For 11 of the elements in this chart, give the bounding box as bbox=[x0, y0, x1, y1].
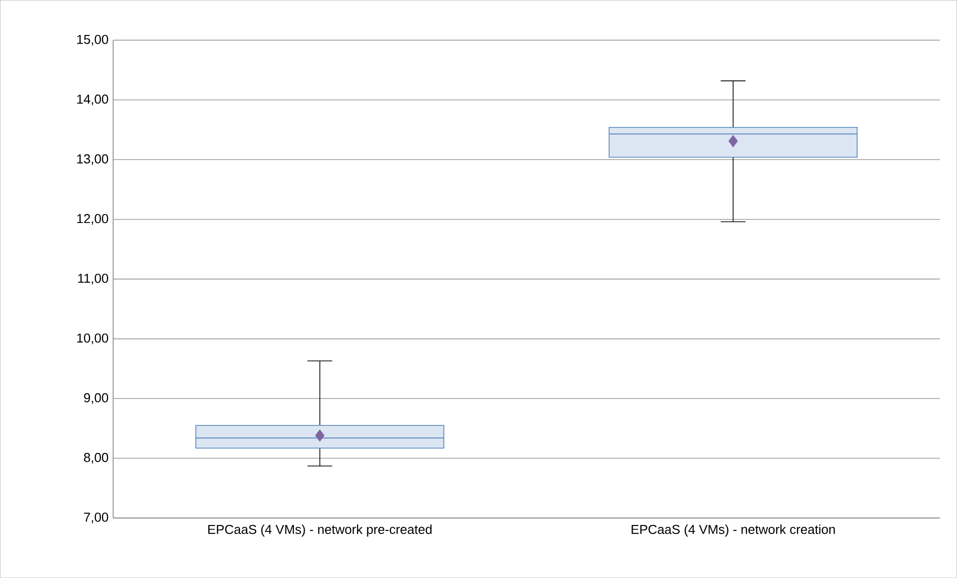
x-tick-label: EPCaaS (4 VMs) - network pre-created bbox=[208, 524, 432, 536]
y-tick-label: 14,00 bbox=[77, 94, 108, 106]
y-tick-label: 7,00 bbox=[84, 512, 108, 524]
y-tick-label: 11,00 bbox=[78, 274, 108, 284]
x-tick-label: EPCaaS (4 VMs) - network creation bbox=[632, 524, 835, 536]
y-tick-label: 13,00 bbox=[77, 154, 108, 165]
y-tick-label: 9,00 bbox=[84, 393, 108, 404]
y-tick-label: 10,00 bbox=[77, 333, 108, 344]
y-tick-label: 12,00 bbox=[77, 214, 108, 225]
y-tick-label: 15,00 bbox=[77, 34, 108, 46]
y-tick-label: 8,00 bbox=[84, 452, 108, 464]
